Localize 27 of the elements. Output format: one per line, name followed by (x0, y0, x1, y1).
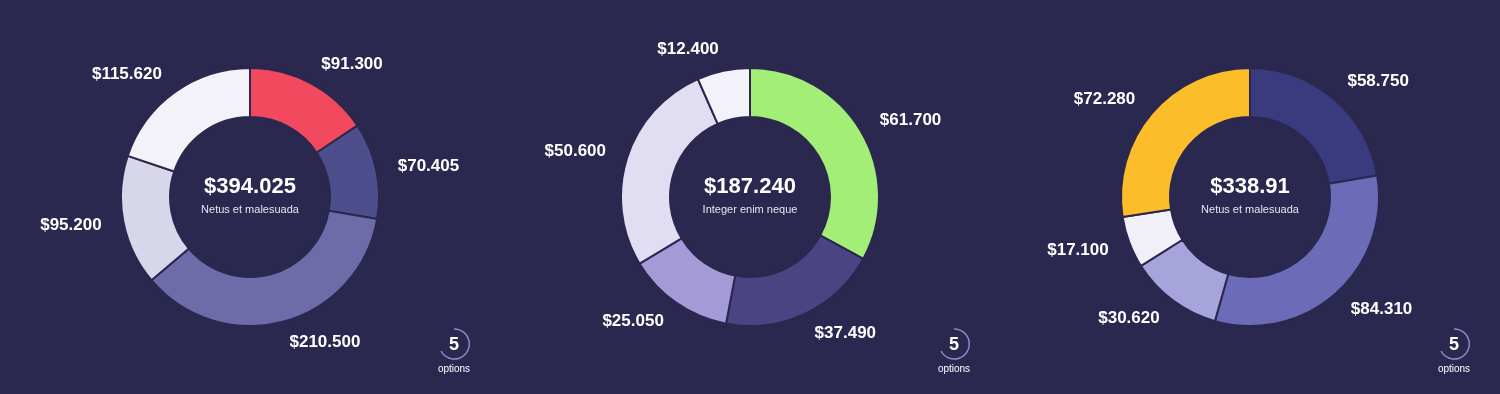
data-label: $210.500 (289, 332, 361, 352)
data-label: $37.490 (814, 323, 877, 343)
data-label: $58.750 (1347, 71, 1409, 91)
text: options (936, 363, 972, 374)
text: $187.240 (703, 173, 797, 199)
data-label: $12.400 (657, 38, 719, 58)
text: 5 (948, 333, 960, 356)
data-label: $91.300 (321, 53, 383, 73)
data-label: $115.620 (91, 64, 162, 84)
data-label: $61.700 (879, 109, 942, 129)
data-label: $84.310 (1350, 299, 1413, 319)
text: $338.91 (1209, 173, 1291, 199)
data-label: $25.050 (602, 310, 664, 330)
text: options (1436, 363, 1472, 374)
text: options (436, 363, 472, 374)
data-label: $70.405 (397, 155, 460, 175)
data-label: $95.200 (40, 214, 102, 234)
text: Netus et malesuada (200, 203, 300, 215)
data-label: $30.620 (1098, 307, 1160, 327)
text: 5 (448, 333, 460, 356)
data-label: $17.100 (1047, 239, 1109, 259)
data-label: $50.600 (544, 141, 606, 161)
text: 5 (1448, 333, 1460, 356)
text: $394.025 (203, 173, 297, 199)
data-label: $72.280 (1073, 88, 1136, 108)
text: Netus et malesuada (1200, 203, 1300, 215)
text: Integer enim neque (701, 203, 799, 215)
